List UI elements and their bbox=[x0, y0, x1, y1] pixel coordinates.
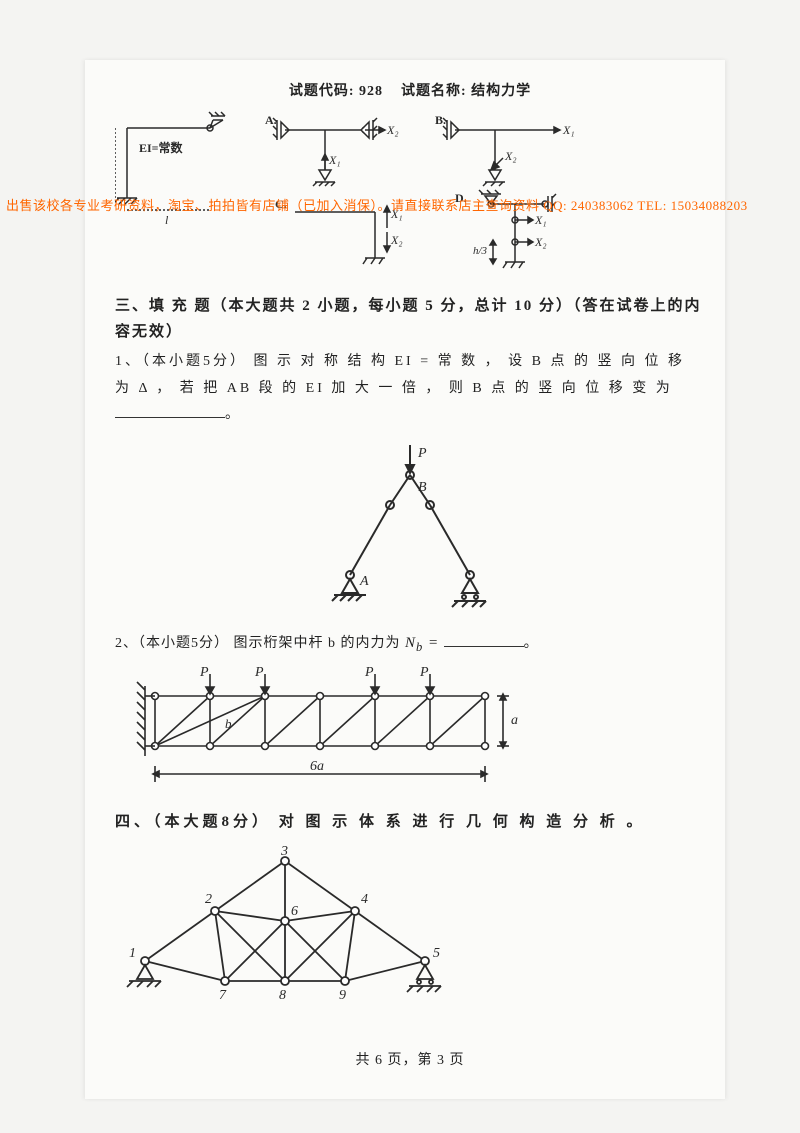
q2-body: 2、（本小题5分） 图示桁架中杆 b 的内力为 bbox=[115, 636, 401, 651]
svg-text:X₂: X₂ bbox=[390, 233, 403, 247]
q1-body: 1、（本小题5分） 图 示 对 称 结 构 EI = 常 数 ， 设 B 点 的… bbox=[115, 354, 685, 396]
q1-blank bbox=[115, 405, 225, 419]
q2-period: 。 bbox=[524, 636, 539, 651]
svg-text:h/3: h/3 bbox=[473, 245, 488, 257]
svg-text:X₁: X₁ bbox=[534, 213, 547, 227]
svg-text:5: 5 bbox=[433, 946, 440, 961]
svg-text:9: 9 bbox=[339, 988, 346, 1003]
option-a: A. X₂ X₁ bbox=[265, 113, 399, 186]
svg-text:X₂: X₂ bbox=[504, 149, 517, 163]
svg-text:X₁: X₁ bbox=[562, 123, 575, 137]
svg-text:X₂: X₂ bbox=[386, 123, 399, 137]
svg-text:P: P bbox=[199, 666, 209, 680]
svg-text:A: A bbox=[359, 574, 369, 589]
section4-title: 四、（本大题8分） 对 图 示 体 系 进 行 几 何 构 造 分 析 。 bbox=[115, 810, 705, 836]
svg-text:a: a bbox=[511, 713, 518, 728]
svg-text:EI=常数: EI=常数 bbox=[139, 140, 184, 155]
q2-nb: Nb = bbox=[405, 635, 439, 651]
option-b: B. X₁ X₂ bbox=[435, 113, 575, 186]
svg-text:B: B bbox=[418, 480, 427, 495]
name-value: 结构力学 bbox=[471, 84, 531, 99]
name-label: 试题名称: bbox=[401, 84, 467, 99]
svg-text:l: l bbox=[165, 213, 169, 227]
page-header: 试题代码: 928 试题名称: 结构力学 bbox=[115, 80, 705, 100]
code-label: 试题代码: bbox=[289, 84, 355, 99]
svg-text:4: 4 bbox=[361, 892, 368, 907]
q2-blank bbox=[444, 633, 524, 647]
q2-text: 2、（本小题5分） 图示桁架中杆 b 的内力为 Nb = 。 bbox=[115, 629, 705, 660]
q1-text: 1、（本小题5分） 图 示 对 称 结 构 EI = 常 数 ， 设 B 点 的… bbox=[115, 349, 705, 429]
svg-text:6: 6 bbox=[291, 904, 298, 919]
section4-figure: 1 2 3 4 5 6 7 8 9 bbox=[115, 841, 705, 1021]
svg-text:2: 2 bbox=[205, 892, 212, 907]
svg-text:6a: 6a bbox=[310, 759, 324, 774]
svg-text:P: P bbox=[419, 666, 429, 680]
svg-text:b: b bbox=[225, 716, 232, 731]
svg-text:P: P bbox=[364, 666, 374, 680]
svg-text:7: 7 bbox=[219, 988, 227, 1003]
svg-text:8: 8 bbox=[279, 988, 286, 1003]
svg-text:P: P bbox=[417, 446, 427, 461]
q1-figure: P B A bbox=[115, 435, 705, 615]
svg-text:P: P bbox=[254, 666, 264, 680]
code-value: 928 bbox=[359, 84, 383, 99]
svg-text:1: 1 bbox=[129, 946, 136, 961]
page-footer: 共 6 页，第 3 页 bbox=[115, 1049, 705, 1069]
svg-text:X₂: X₂ bbox=[534, 235, 547, 249]
svg-text:X₁: X₁ bbox=[328, 153, 341, 167]
section3-title: 三、填 充 题（本大题共 2 小题，每小题 5 分，总计 10 分）（答在试卷上… bbox=[115, 294, 705, 345]
svg-text:3: 3 bbox=[280, 844, 288, 859]
q1-period: 。 bbox=[225, 407, 242, 422]
exam-page: 试题代码: 928 试题名称: 结构力学 bbox=[85, 60, 725, 1099]
watermark-text: 出售该校各专业考研资料，淘宝、拍拍皆有店铺（已加入消保）。请直接联系店主查询资料… bbox=[0, 195, 800, 214]
q2-figure: P P P P b a 6a bbox=[115, 666, 705, 796]
